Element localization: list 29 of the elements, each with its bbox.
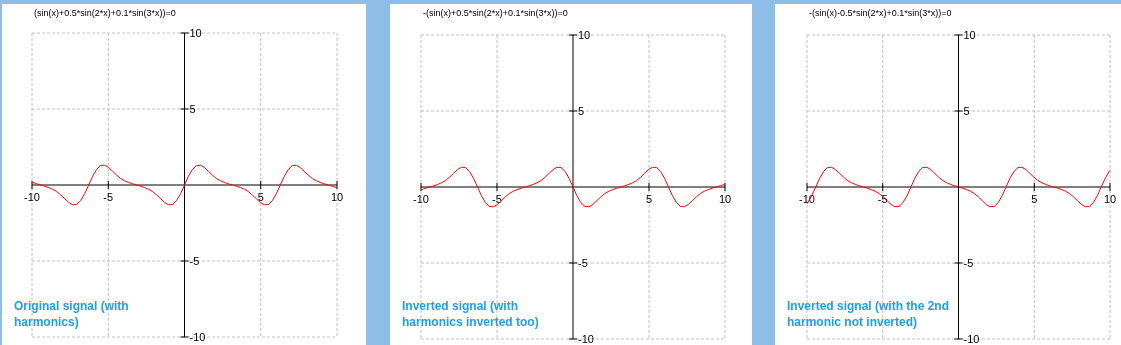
chart-title: -(sin(x)-0.5*sin(2*x)+0.1*sin(3*x))=0	[809, 8, 952, 18]
x-tick-label: 5	[1031, 193, 1038, 205]
x-tick-label: -5	[877, 193, 888, 205]
y-tick-label: -10	[578, 333, 594, 345]
y-tick-label: -5	[963, 257, 974, 269]
x-tick-label: -10	[413, 193, 429, 205]
chart-title: (sin(x)+0.5*sin(2*x)+0.1*sin(3*x))=0	[34, 8, 176, 18]
y-tick-label: -10	[189, 331, 206, 343]
annotation: Inverted signal (with harmonics inverted too)	[402, 299, 539, 329]
x-tick-label: -10	[24, 191, 40, 203]
x-tick-label: 5	[257, 191, 264, 203]
y-tick-label: -10	[963, 333, 980, 345]
y-tick-label: -5	[578, 257, 588, 269]
y-tick-label: 10	[189, 27, 202, 39]
y-tick-label: -5	[189, 255, 200, 267]
annotation: Inverted signal (with the 2nd harmonic not inverted)	[787, 299, 950, 329]
y-tick-label: 5	[963, 105, 970, 117]
chart-title: -(sin(x)+0.5*sin(2*x)+0.1*sin(3*x))=0	[423, 8, 568, 18]
y-tick-label: 10	[578, 29, 591, 41]
x-tick-label: 10	[330, 191, 344, 203]
x-tick-label: 10	[718, 193, 732, 205]
x-tick-label: -10	[799, 193, 815, 205]
x-tick-label: -5	[103, 191, 114, 203]
x-tick-label: 10	[1103, 193, 1117, 205]
y-tick-label: 5	[578, 105, 585, 117]
y-tick-label: 5	[189, 103, 196, 115]
x-tick-label: 5	[645, 193, 653, 205]
y-tick-label: 10	[963, 29, 976, 41]
annotation: Original signal (with harmonics)	[14, 299, 129, 329]
